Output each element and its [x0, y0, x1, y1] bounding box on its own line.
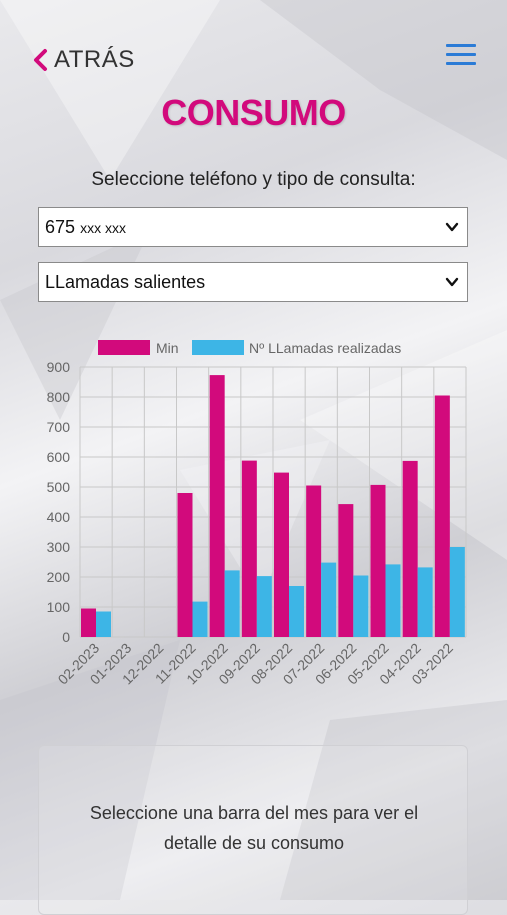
chevron-down-icon [445, 277, 459, 287]
phone-select[interactable]: 675 xxx xxx [38, 207, 468, 247]
chart-bar[interactable] [385, 564, 401, 637]
chart-bar[interactable] [192, 601, 208, 637]
consumption-chart-svg: 010020030040050060070080090002-202301-20… [47, 340, 467, 687]
chevron-down-icon [445, 222, 459, 232]
y-tick-label: 500 [47, 479, 71, 495]
info-card: Seleccione una barra del mes para ver el… [38, 745, 468, 915]
y-tick-label: 600 [47, 449, 71, 465]
y-tick-label: 800 [47, 389, 71, 405]
chart-bar[interactable] [321, 562, 337, 637]
chart-bar[interactable] [274, 472, 289, 637]
chart-bar[interactable] [353, 575, 369, 638]
hamburger-menu-icon[interactable] [446, 44, 478, 66]
y-tick-label: 300 [47, 539, 71, 555]
y-tick-label: 400 [47, 509, 71, 525]
chart-bar[interactable] [177, 493, 193, 637]
back-button[interactable]: ATRÁS [32, 44, 135, 76]
query-type-select[interactable]: LLamadas salientes [38, 262, 468, 302]
y-tick-label: 900 [47, 359, 71, 375]
query-type-value: LLamadas salientes [45, 271, 206, 292]
y-tick-label: 700 [47, 419, 71, 435]
chart-bar[interactable] [241, 460, 257, 637]
chart-bar[interactable] [96, 611, 111, 638]
legend-swatch [98, 340, 150, 355]
chart-bar[interactable] [256, 576, 272, 637]
chart-bar[interactable] [289, 586, 304, 637]
legend-swatch [192, 340, 244, 355]
chart-bar[interactable] [209, 375, 225, 637]
chart-bar[interactable] [338, 504, 354, 637]
y-tick-label: 0 [62, 629, 70, 645]
chart-bar[interactable] [417, 567, 433, 637]
info-text: Seleccione una barra del mes para ver el… [89, 803, 419, 853]
page-title: CONSUMO [161, 92, 346, 133]
chart-bar[interactable] [224, 570, 240, 637]
chart-bar[interactable] [402, 460, 418, 637]
phone-prefix: 675 [45, 216, 76, 237]
chart-bar[interactable] [449, 547, 465, 637]
chevron-left-icon [34, 49, 47, 71]
phone-select-value: 675 xxx xxx [45, 217, 126, 238]
phone-suffix: xxx xxx [80, 219, 126, 236]
chart-bar[interactable] [434, 395, 450, 638]
chart-bar[interactable] [306, 485, 322, 638]
consumption-chart: 0 100 200 300 400 500 600 700 800 900 02-2023 01-20… [0, 330, 507, 710]
y-tick-label: 100 [47, 599, 71, 615]
chart-bar[interactable] [370, 484, 386, 637]
chart-bar[interactable] [81, 608, 96, 638]
legend-label: Min [156, 340, 179, 356]
back-label: ATRÁS [54, 46, 135, 73]
header: ATRÁS [0, 0, 507, 110]
legend-label: Nº LLamadas realizadas [249, 340, 401, 356]
page-subtitle: Seleccione teléfono y tipo de consulta: [91, 169, 416, 190]
y-tick-label: 200 [47, 569, 71, 585]
